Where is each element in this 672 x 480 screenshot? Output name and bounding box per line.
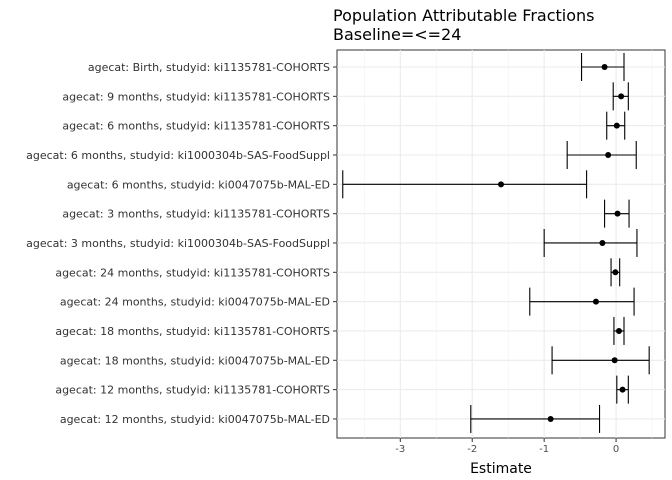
- y-tick-label: agecat: 6 months, studyid: ki0047075b-MA…: [67, 178, 330, 191]
- x-tick-label: -2: [467, 444, 477, 455]
- estimate-point: [592, 298, 599, 305]
- y-tick-label: agecat: Birth, studyid: ki1135781-COHORT…: [88, 61, 330, 74]
- y-tick-label: agecat: 9 months, studyid: ki1135781-COH…: [62, 90, 330, 103]
- y-tick-label: agecat: 6 months, studyid: ki1135781-COH…: [62, 120, 330, 133]
- estimate-point: [614, 210, 621, 217]
- estimate-point: [612, 269, 619, 276]
- plot-panel: [336, 49, 666, 439]
- y-tick-label: agecat: 12 months, studyid: ki0047075b-M…: [60, 413, 330, 426]
- x-tick-label: -1: [539, 444, 549, 455]
- estimate-point: [613, 122, 620, 129]
- y-tick-label: agecat: 18 months, studyid: ki1135781-CO…: [55, 325, 330, 338]
- estimate-point: [605, 151, 612, 158]
- estimate-point: [618, 93, 625, 100]
- y-tick-label: agecat: 6 months, studyid: ki1000304b-SA…: [26, 149, 330, 162]
- estimate-point: [599, 239, 606, 246]
- estimate-point: [619, 386, 626, 393]
- data-marks: [342, 53, 650, 433]
- estimate-point: [498, 181, 504, 188]
- x-tick-label: 0: [613, 444, 619, 455]
- y-tick-label: agecat: 12 months, studyid: ki1135781-CO…: [55, 384, 330, 397]
- y-tick-label: agecat: 24 months, studyid: ki0047075b-M…: [60, 296, 330, 309]
- y-tick-label: agecat: 3 months, studyid: ki1000304b-SA…: [26, 237, 330, 250]
- chart-title: Population Attributable Fractions: [333, 6, 595, 25]
- y-tick-label: agecat: 24 months, studyid: ki1135781-CO…: [55, 266, 330, 279]
- estimate-point: [601, 64, 608, 70]
- x-axis-title: Estimate: [470, 461, 532, 477]
- estimate-point: [615, 327, 622, 334]
- chart-subtitle: Baseline=<=24: [333, 25, 461, 44]
- estimate-point: [547, 415, 554, 422]
- estimate-point: [611, 357, 618, 364]
- y-tick-label: agecat: 3 months, studyid: ki1135781-COH…: [62, 208, 330, 221]
- x-tick-label: -3: [395, 444, 405, 455]
- y-axis-labels: agecat: Birth, studyid: ki1135781-COHORT…: [26, 61, 337, 426]
- y-tick-label: agecat: 18 months, studyid: ki0047075b-M…: [60, 354, 330, 367]
- x-axis-ticks: -3 -2 -1 0: [395, 438, 619, 455]
